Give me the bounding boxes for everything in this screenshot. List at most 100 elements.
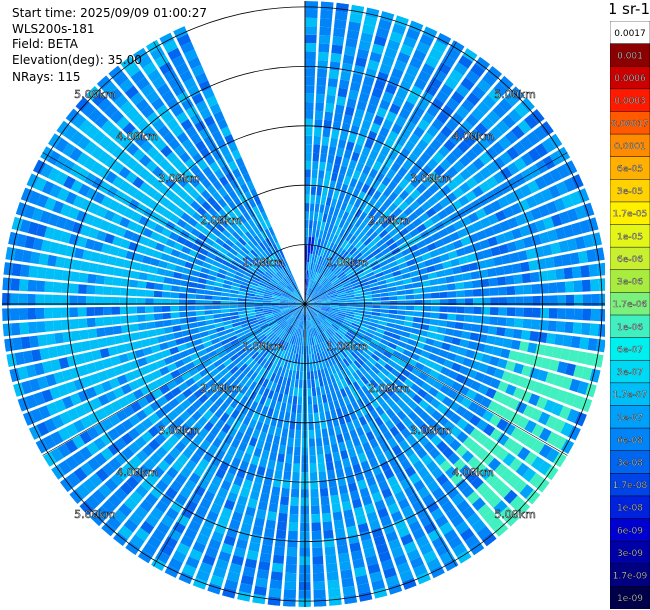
ppi-gate <box>525 379 537 392</box>
ppi-gate <box>308 320 311 329</box>
ppi-gate <box>327 289 336 295</box>
ppi-gate <box>88 411 101 425</box>
ppi-gate <box>435 356 446 366</box>
ppi-gate <box>476 482 490 496</box>
ppi-gate <box>360 32 374 43</box>
ppi-gate <box>142 62 157 76</box>
ppi-gate <box>405 344 415 352</box>
ppi-gate <box>243 275 252 281</box>
ppi-gate <box>318 325 324 333</box>
ppi-gate <box>160 253 171 262</box>
ppi-gate <box>373 535 386 547</box>
ppi-gate <box>327 288 336 293</box>
ppi-gate <box>464 314 473 323</box>
ppi-gate <box>332 266 340 274</box>
ppi-gate <box>355 369 364 379</box>
ppi-gate <box>344 466 354 476</box>
ppi-gate <box>195 310 205 316</box>
ppi-gate <box>279 269 286 278</box>
ppi-gate <box>400 267 410 275</box>
ppi-gate <box>265 237 272 247</box>
ppi-gate <box>339 275 348 282</box>
ppi-gate <box>265 330 274 338</box>
ppi-gate <box>351 281 361 287</box>
ppi-gate <box>254 299 264 303</box>
ppi-gate <box>160 493 174 507</box>
ppi-gate <box>135 77 150 91</box>
ppi-gate <box>329 326 337 334</box>
ppi-gate <box>313 135 321 145</box>
ppi-gate <box>356 331 365 338</box>
ppi-gate <box>255 311 264 315</box>
ppi-gate <box>348 353 356 363</box>
ppi-gate <box>451 146 464 159</box>
ppi-gate <box>279 281 287 288</box>
ppi-gate <box>229 248 238 256</box>
ppi-gate <box>508 108 523 124</box>
ppi-gate <box>440 184 452 196</box>
ppi-gate <box>182 564 197 577</box>
ppi-gate <box>293 310 300 317</box>
ppi-gate <box>365 331 374 339</box>
ppi-gate <box>537 369 549 382</box>
ppi-gate <box>409 200 420 211</box>
ppi-gate <box>424 258 434 267</box>
ppi-gate <box>288 305 297 307</box>
ppi-gate <box>586 249 597 263</box>
ppi-gate <box>479 181 491 193</box>
ppi-gate <box>105 171 118 184</box>
ppi-gate <box>413 126 425 138</box>
ppi-gate <box>154 420 166 432</box>
ppi-gate <box>322 332 329 341</box>
ppi-gate <box>413 288 423 294</box>
ppi-gate <box>331 391 338 401</box>
ppi-gate <box>173 416 185 428</box>
ppi-gate <box>487 494 502 509</box>
ppi-gate <box>287 285 294 292</box>
ppi-gate <box>323 281 331 288</box>
ppi-gate <box>415 507 429 520</box>
ppi-gate <box>311 293 319 299</box>
ppi-gate <box>309 328 313 338</box>
ppi-gate <box>395 319 405 326</box>
ppi-gate <box>223 434 234 445</box>
ppi-gate <box>114 94 129 109</box>
ppi-gate <box>30 408 43 423</box>
ppi-gate <box>349 542 362 553</box>
ppi-ray <box>79 304 305 516</box>
ppi-gate <box>311 505 320 515</box>
ppi-gate <box>394 432 405 444</box>
ppi-gate <box>313 597 327 607</box>
ppi-gate <box>349 247 358 256</box>
ppi-gate <box>399 336 409 343</box>
ppi-gate <box>520 97 535 113</box>
ppi-gate <box>204 310 213 315</box>
ppi-gate <box>324 358 330 368</box>
ppi-gate <box>43 434 57 450</box>
ppi-gate <box>266 511 277 521</box>
ppi-gate <box>412 282 422 288</box>
ppi-gate <box>446 321 456 329</box>
ppi-gate <box>312 555 324 565</box>
ppi-gate <box>378 342 388 350</box>
ppi-gate <box>195 300 205 305</box>
ppi-gate <box>322 376 328 386</box>
ppi-gate <box>145 290 155 297</box>
ppi-gate <box>408 520 422 533</box>
ppi-gate <box>196 533 210 546</box>
ppi-gate <box>385 237 395 247</box>
ppi-gate <box>430 292 440 299</box>
ppi-ray <box>6 304 305 367</box>
ppi-ray <box>164 304 305 578</box>
ppi-gate <box>64 439 78 454</box>
ppi-gate <box>374 416 384 427</box>
ppi-gate <box>195 569 210 582</box>
ppi-gate <box>177 189 189 200</box>
ppi-gate <box>431 118 444 131</box>
ppi-gate <box>264 527 275 538</box>
ppi-gate <box>402 349 413 358</box>
ppi-gate <box>257 317 266 322</box>
ppi-gate <box>517 199 530 212</box>
ppi-gate <box>86 441 100 456</box>
ppi-gate <box>282 310 290 316</box>
